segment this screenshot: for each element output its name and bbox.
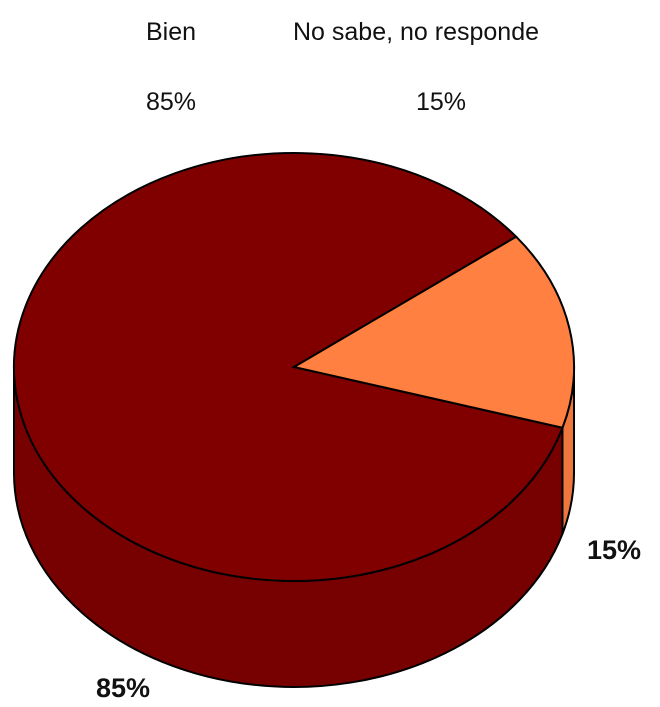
legend-values-row: 85% 15% [0,82,660,122]
legend-name-no-sabe: No sabe, no responde [293,18,540,46]
legend-names-row: Bien No sabe, no responde [0,12,660,52]
pie-group [13,152,575,688]
data-label-bien: 85% [96,673,150,703]
legend-value-no-sabe: 15% [416,88,467,116]
legend-name-bien: Bien [146,18,197,46]
data-label-no-sabe: 15% [587,535,641,565]
legend-value-bien: 85% [146,88,197,116]
pie-slice-0 [13,152,564,582]
pie-slice-1 [291,235,575,429]
